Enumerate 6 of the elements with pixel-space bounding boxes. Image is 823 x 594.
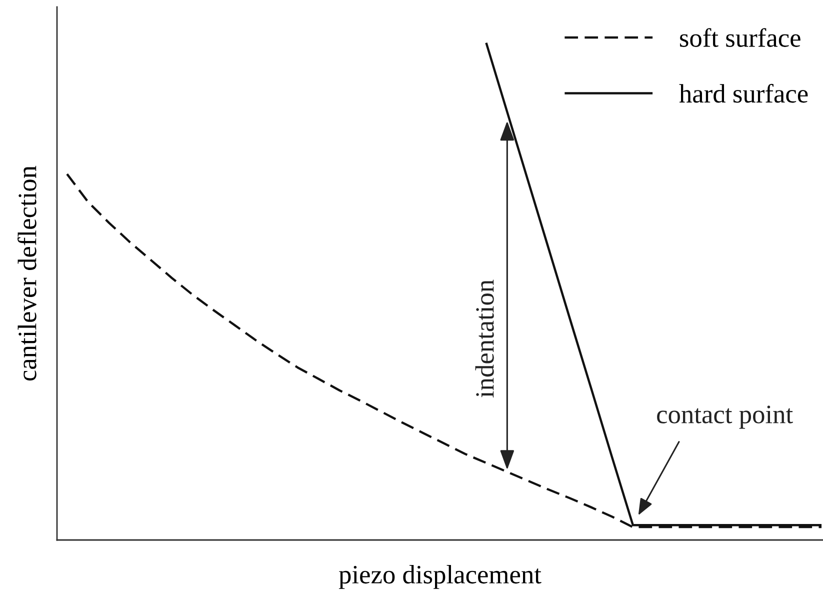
x-axis-title: piezo displacement xyxy=(338,565,542,589)
legend-label: soft surface xyxy=(680,28,800,47)
legend-label: hard surface xyxy=(679,84,808,103)
y-axis-title: cantilever deflection xyxy=(18,166,36,381)
annotation: contact point xyxy=(657,406,793,429)
annotation: indentation xyxy=(475,280,494,398)
